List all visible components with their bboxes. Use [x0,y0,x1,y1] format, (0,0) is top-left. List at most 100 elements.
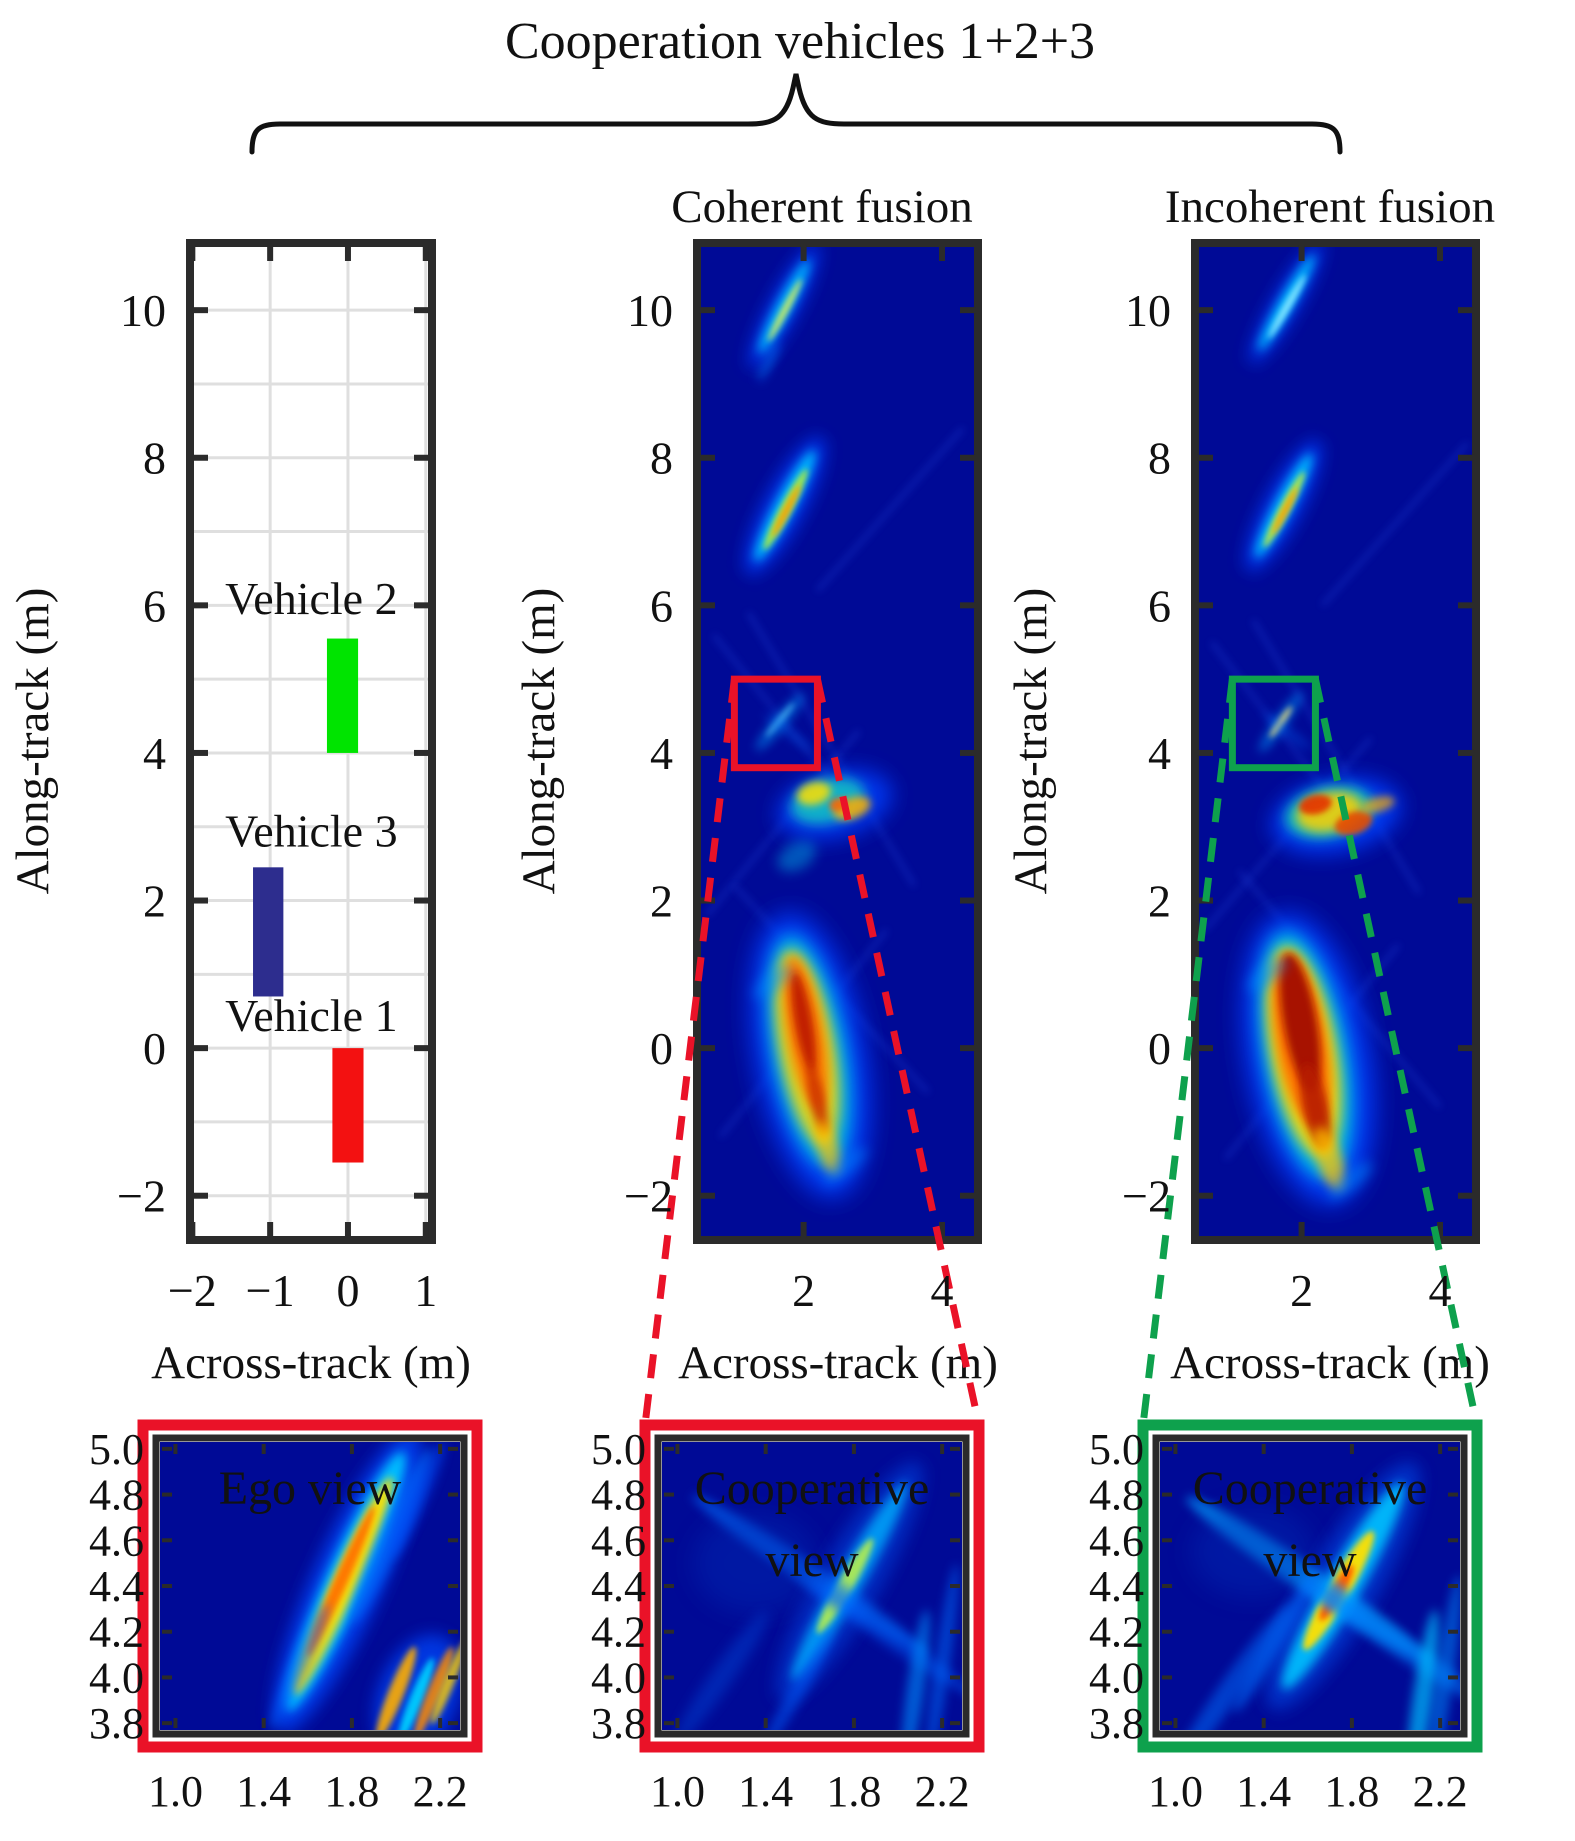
vehicle-label: Vehicle 1 [225,990,397,1041]
heat-blob [692,1512,817,1614]
inset-x-tick-label: 1.0 [148,1767,203,1816]
xlabel-vehicle-panel: Across-track (m) [151,1337,471,1389]
y-tick-label: 2 [1148,876,1171,927]
zoom-connector-dashed [1139,678,1236,1426]
y-tick-label: 8 [143,433,166,484]
panel-bg [190,243,432,1240]
y-tick-label: 6 [143,580,166,631]
heat-blob [397,1657,435,1730]
xlabel-incoherent-panel: Across-track (m) [1170,1337,1490,1389]
vehicle-rect-vehicle-3 [253,867,284,997]
inset-x-tick-label: 2.2 [413,1767,468,1816]
heat-blob [1279,953,1321,1092]
inset-y-tick-label: 4.4 [1089,1562,1144,1611]
insets-layer: Ego view Cooperative view Cooperative view [137,1419,1483,1753]
ylabel-coherent-panel: Along-track (m) [513,588,565,895]
y-tick-label: 0 [650,1023,673,1074]
inset-y-tick-label: 4.2 [591,1608,646,1657]
figure-title: Cooperation vehicles 1+2+3 [505,13,1095,70]
y-tick-label: 10 [120,285,166,336]
heat-blob [1269,706,1293,738]
inset-cooperative-view-incoherent-panel: Cooperative view [1137,1419,1483,1753]
inset-y-tick-label: 4.0 [591,1653,646,1702]
inset-x-tick-label: 1.0 [1148,1767,1203,1816]
inset-x-tick-label: 1.4 [1236,1767,1291,1816]
inset-x-tick-label: 2.2 [1413,1767,1468,1816]
heat-blob [753,964,792,999]
incoherent-fusion-panel [1191,239,1480,1244]
heat-blob [823,1147,868,1186]
inset-frame [152,1434,468,1738]
vehicle-rect-vehicle-2 [326,638,359,753]
panel-title-coherent: Coherent fusion [671,181,973,233]
inset-label-line: Ego view [219,1462,402,1515]
sidelobe-ray [815,426,965,592]
heat-blob [901,1609,930,1730]
heat-blob [777,840,816,872]
x-tick-label: −1 [246,1265,295,1316]
inset-frame [1152,1434,1468,1738]
inset-y-tick-label: 4.8 [89,1471,144,1520]
inset-y-tick-label: 4.6 [1089,1516,1144,1565]
x-tick-label: −2 [168,1265,217,1316]
ylabel-incoherent-panel: Along-track (m) [1005,588,1057,895]
heat-blob [1313,1127,1345,1191]
y-tick-label: 10 [1125,285,1171,336]
panel-frame [186,239,436,1244]
inset-y-tick-label: 4.8 [1089,1471,1144,1520]
y-tick-label: 4 [650,728,673,779]
inset-x-tick-label: 1.4 [738,1767,793,1816]
y-tick-label: 4 [1148,728,1171,779]
heat-blob [1170,1604,1291,1730]
inset-label-line: Cooperative [1193,1462,1428,1515]
inset-x-tick-label: 1.4 [236,1767,291,1816]
heat-blob [390,1442,446,1558]
inset-y-tick-label: 4.4 [591,1562,646,1611]
inset-y-tick-label: 4.2 [89,1608,144,1657]
y-tick-label: 6 [1148,580,1171,631]
inset-y-tick-label: 4.0 [89,1653,144,1702]
xlabel-coherent-panel: Across-track (m) [678,1337,998,1389]
inset-frame [654,1434,970,1738]
inset-y-tick-label: 4.6 [89,1516,144,1565]
inset-label-line: view [1263,1534,1357,1587]
inset-y-tick-label: 3.8 [1089,1699,1144,1748]
heat-blob [1268,274,1306,339]
inset-heatmap-content [674,1461,962,1730]
heatmap-content [705,244,965,1198]
inset-x-tick-label: 1.0 [650,1767,705,1816]
heat-blob [413,1646,454,1730]
zoom-connector-dashed [641,678,738,1426]
y-tick-label: 2 [143,876,166,927]
heat-blob [772,484,801,537]
heat-blob [1360,796,1395,814]
inset-heatmap-content [1170,1462,1460,1730]
panel-title-incoherent: Incoherent fusion [1165,181,1495,233]
zoom-connector-dashed [1312,678,1481,1426]
y-tick-label: 2 [650,876,673,927]
inset-heatmap-content [269,1442,460,1730]
inset-y-tick-label: 4.2 [1089,1608,1144,1657]
heat-blob [1263,712,1310,750]
heat-blob [1190,1506,1315,1598]
zoom-connector-dashed [814,678,983,1426]
heat-blob [790,971,817,1074]
inset-label-line: Cooperative [695,1462,930,1515]
panel-frame [693,239,982,1244]
y-tick-label: 8 [1148,433,1171,484]
inset-cooperative-view-coherent-panel: Cooperative view [639,1419,985,1753]
sidelobe-ray [1251,619,1421,895]
heat-blob [1406,1609,1439,1730]
heat-blob [1299,794,1332,815]
inset-y-tick-label: 4.0 [1089,1653,1144,1702]
heat-blob [797,781,831,806]
sidelobe-ray [746,611,917,887]
vehicle-label: Vehicle 2 [225,573,397,624]
y-tick-label: 10 [627,285,673,336]
inset-x-tick-label: 2.2 [915,1767,970,1816]
inset-x-tick-label: 1.8 [1324,1767,1379,1816]
inset-y-tick-label: 5.0 [89,1425,144,1474]
